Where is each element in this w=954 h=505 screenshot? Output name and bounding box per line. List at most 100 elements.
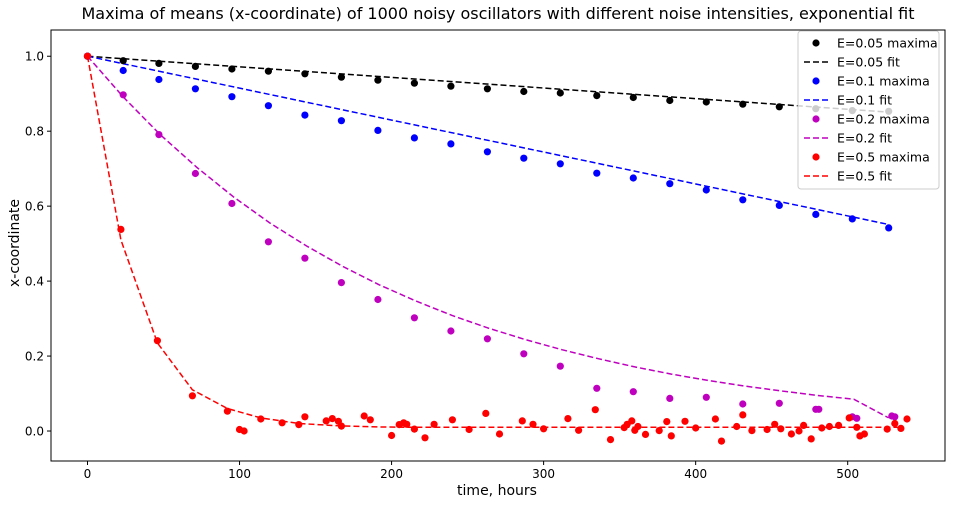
data-point — [556, 160, 564, 168]
data-point — [897, 424, 905, 432]
legend-label: E=0.1 maxima — [837, 74, 930, 89]
data-point — [360, 412, 368, 420]
data-points — [83, 52, 911, 445]
data-point — [787, 430, 796, 438]
data-point — [155, 59, 163, 67]
y-axis-title: x-coordinate — [7, 199, 23, 287]
data-point — [739, 100, 747, 108]
data-point — [795, 427, 803, 435]
legend-marker-swatch — [812, 39, 820, 47]
data-point — [83, 52, 92, 60]
data-point — [328, 415, 336, 423]
data-point — [591, 406, 599, 414]
y-tick-label: 1.0 — [25, 50, 44, 64]
data-point — [421, 434, 429, 442]
legend-label: E=0.5 maxima — [837, 150, 930, 165]
y-tick-label: 0.4 — [25, 275, 44, 289]
data-point — [771, 420, 779, 428]
data-point — [410, 79, 418, 87]
data-point — [667, 432, 675, 440]
x-tick-label: 300 — [532, 467, 555, 481]
y-tick-label: 0.8 — [25, 125, 44, 139]
fit-line-e-0-2-fit — [86, 55, 890, 419]
data-point — [629, 93, 637, 102]
data-point — [191, 62, 199, 70]
data-point — [775, 103, 783, 111]
data-point — [702, 393, 710, 401]
data-point — [447, 82, 455, 90]
data-point — [337, 279, 345, 287]
data-point — [739, 196, 747, 204]
legend-label: E=0.2 maxima — [837, 112, 930, 127]
data-point — [403, 420, 411, 428]
data-point — [257, 415, 265, 423]
data-point — [845, 414, 853, 422]
data-point — [191, 169, 199, 178]
x-tick-label: 200 — [380, 467, 403, 481]
data-point — [629, 174, 637, 182]
data-point — [483, 148, 491, 156]
data-point — [666, 96, 674, 105]
data-point — [853, 423, 861, 431]
data-point — [119, 66, 127, 75]
data-point — [717, 437, 726, 445]
data-point — [520, 87, 528, 96]
data-point — [322, 417, 330, 425]
data-point — [812, 210, 820, 218]
plot-frame — [50, 29, 946, 462]
data-point — [628, 417, 636, 425]
data-point — [278, 419, 286, 427]
data-point — [520, 350, 528, 358]
data-point — [763, 425, 771, 434]
data-point — [606, 436, 615, 444]
y-axis: 0.0 0.2 0.4 0.6 0.8 1.0 — [25, 50, 51, 439]
data-point — [835, 421, 843, 429]
data-point — [629, 388, 637, 396]
data-point — [593, 169, 601, 177]
data-point — [295, 421, 303, 429]
data-point — [853, 414, 861, 422]
fit-lines — [86, 55, 901, 429]
data-point — [681, 417, 689, 425]
data-point — [739, 411, 747, 419]
legend-marker-swatch — [812, 115, 820, 123]
plot-area — [50, 29, 946, 462]
data-point — [702, 98, 710, 106]
data-point — [495, 430, 504, 438]
data-point — [337, 422, 345, 430]
series-e-0-2-maxima — [83, 52, 899, 422]
data-point — [374, 76, 382, 84]
data-point — [191, 85, 199, 93]
data-point — [692, 424, 700, 432]
data-point — [885, 224, 893, 232]
data-point — [807, 435, 815, 443]
data-point — [410, 425, 418, 433]
data-point — [188, 392, 196, 400]
data-point — [410, 314, 418, 322]
data-point — [655, 427, 663, 435]
data-point — [556, 362, 564, 370]
x-tick-label: 400 — [684, 467, 707, 481]
data-point — [593, 384, 601, 392]
data-point — [891, 419, 899, 428]
data-point — [739, 400, 747, 408]
fit-line-e-0-05-fit — [87, 55, 889, 113]
data-point — [825, 422, 834, 431]
data-point — [711, 415, 720, 423]
data-point — [529, 420, 537, 428]
y-tick-label: 0.2 — [25, 350, 44, 364]
data-point — [228, 93, 236, 101]
data-point — [119, 57, 127, 65]
data-point — [520, 154, 528, 162]
data-point — [891, 413, 899, 421]
x-axis: 0 100 200 300 400 500 — [84, 461, 859, 481]
data-point — [465, 425, 473, 434]
data-point — [575, 426, 583, 434]
data-point — [366, 416, 374, 424]
data-point — [119, 91, 127, 99]
data-point — [374, 295, 382, 304]
data-point — [556, 89, 564, 97]
data-point — [815, 405, 823, 413]
data-point — [748, 427, 756, 435]
data-point — [301, 413, 309, 421]
